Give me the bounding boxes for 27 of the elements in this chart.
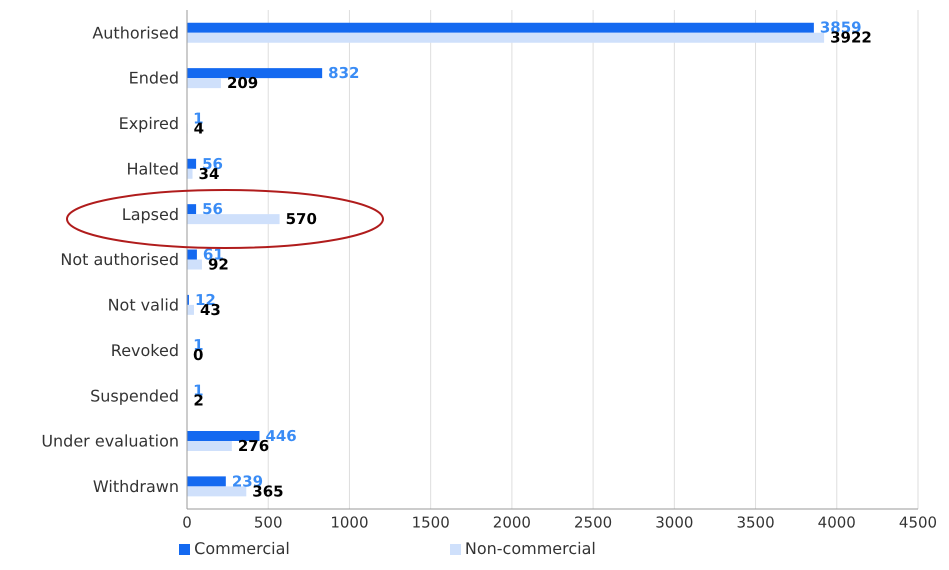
- legend-label: Commercial: [194, 539, 290, 558]
- data-label: 209: [226, 74, 258, 92]
- y-tick-label: Ended: [128, 68, 179, 88]
- legend-label: Non-commercial: [464, 539, 596, 558]
- y-tick-label: Not authorised: [60, 250, 179, 270]
- x-tick-label: 2000: [492, 514, 531, 532]
- y-tick-label: Expired: [118, 114, 179, 134]
- data-label: 832: [328, 64, 360, 82]
- y-tick-label: Withdrawn: [92, 477, 179, 496]
- x-tick-label: 1000: [330, 514, 369, 532]
- x-tick-label: 1500: [412, 514, 450, 532]
- y-tick-label: Revoked: [110, 340, 179, 360]
- y-tick-label: Lapsed: [122, 204, 179, 224]
- y-tick-label: Authorised: [92, 23, 179, 42]
- y-tick-label: Not valid: [108, 296, 179, 315]
- y-tick-label: Halted: [126, 159, 179, 178]
- y-tick-label: Under evaluation: [41, 432, 179, 451]
- x-tick-label: 500: [254, 514, 283, 532]
- x-tick-label: 2500: [574, 514, 612, 532]
- data-label: 56: [202, 200, 223, 218]
- data-label: 570: [286, 210, 317, 228]
- y-tick-label: Suspended: [90, 386, 179, 406]
- x-tick-label: 0: [182, 514, 192, 532]
- x-tick-label: 3500: [736, 514, 775, 532]
- x-tick-label: 4500: [898, 514, 938, 532]
- x-tick-label: 3000: [655, 514, 694, 532]
- x-tick-label: 4000: [818, 514, 856, 532]
